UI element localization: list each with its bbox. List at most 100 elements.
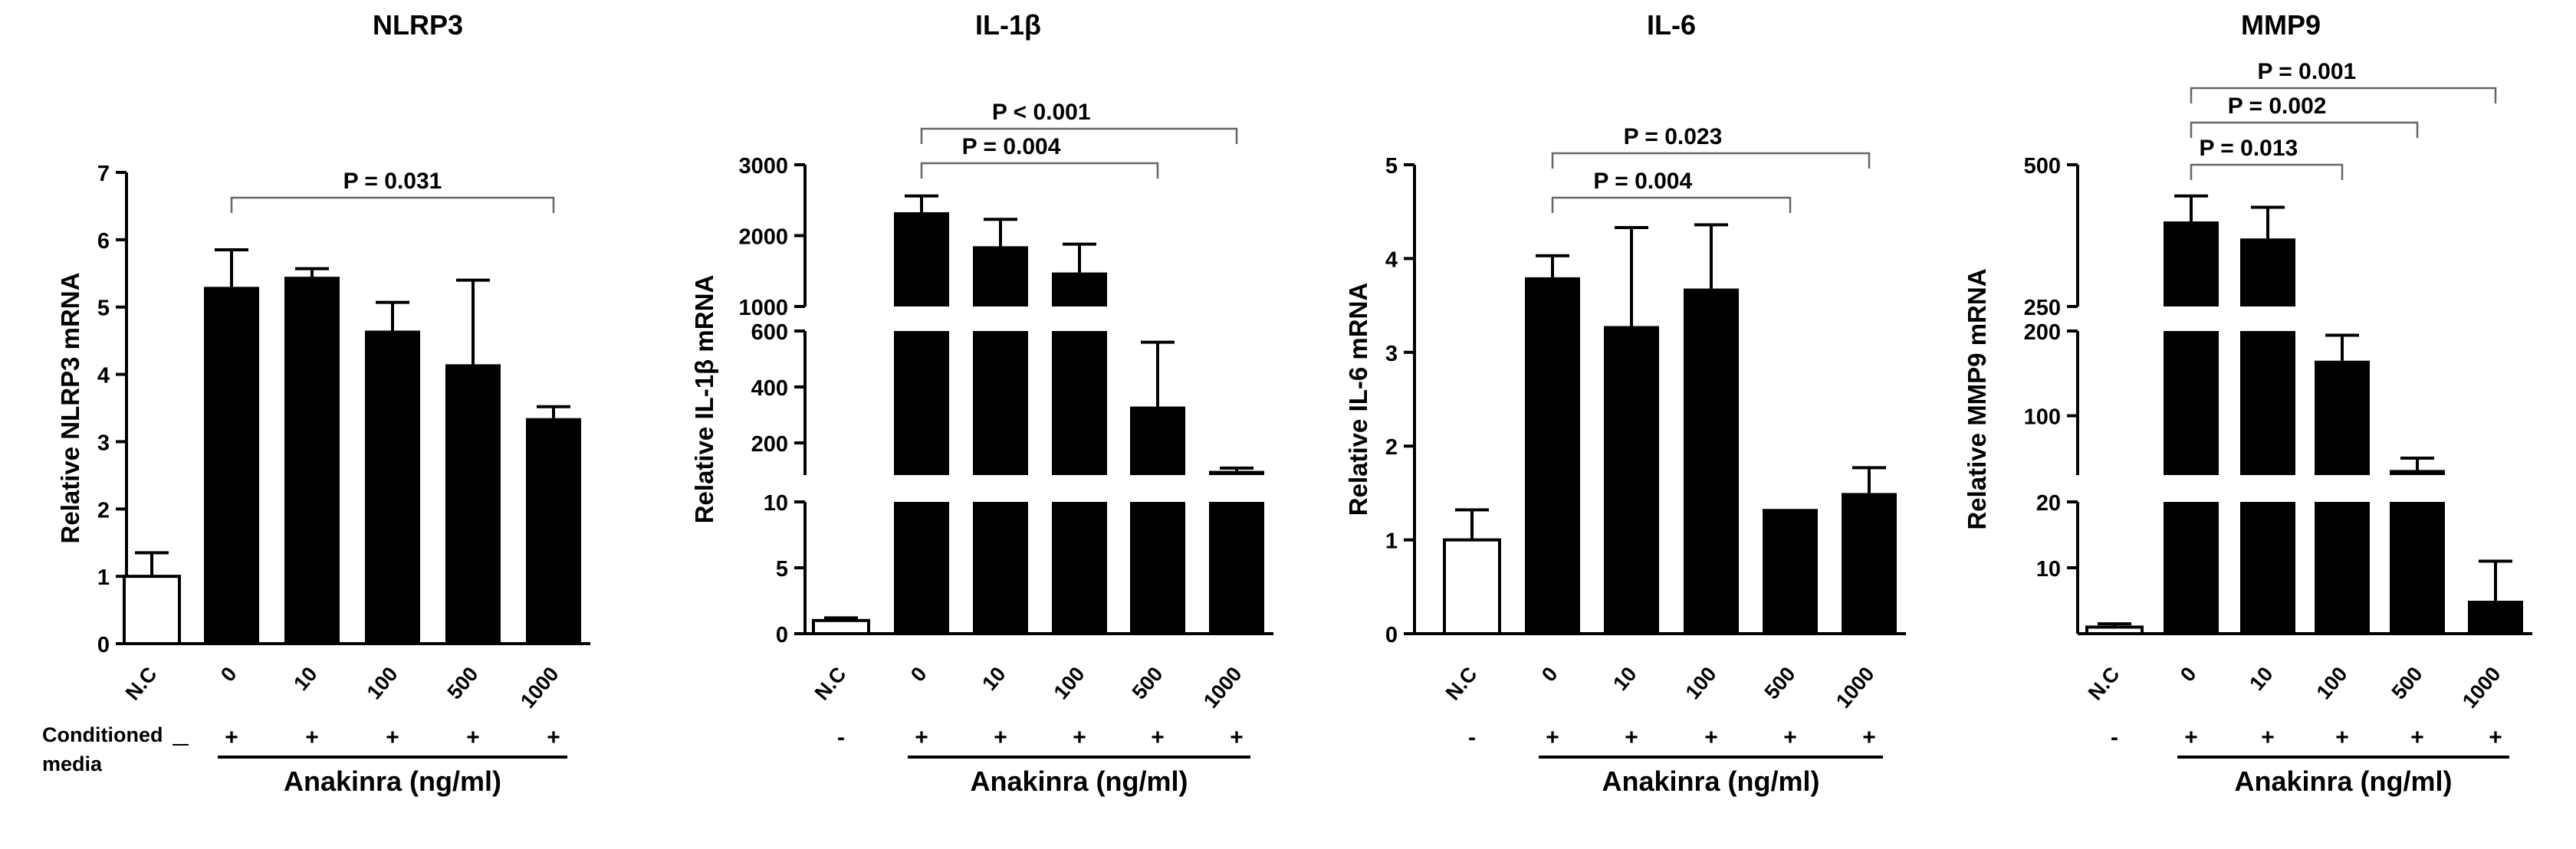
condition-sign: + [2410, 725, 2424, 750]
y-tick-label: 0 [97, 633, 110, 657]
x-tick-label: 0 [216, 663, 242, 687]
significance-bracket [920, 127, 1238, 144]
error-bar [2479, 559, 2512, 601]
y-tick-label: 7 [97, 162, 110, 186]
significance-bracket [230, 196, 555, 213]
bar [123, 575, 181, 646]
bar [973, 502, 1028, 634]
y-axis-label: Relative IL-1β mRNA [690, 275, 718, 524]
bar [2390, 502, 2445, 634]
condition-sign: + [1546, 725, 1559, 750]
condition-sign: + [1230, 725, 1244, 750]
bar [2468, 601, 2523, 634]
bar [2240, 331, 2295, 475]
x-tick-label: 1000 [1832, 663, 1879, 713]
condition-sign: + [2184, 725, 2198, 750]
condition-sign: + [1862, 725, 1876, 750]
bar [2390, 470, 2445, 475]
p-value-label: P = 0.031 [343, 169, 442, 194]
bar [1443, 538, 1501, 635]
y-tick-label: 0 [776, 623, 788, 647]
y-tick-label: 3000 [738, 154, 788, 179]
y-tick-label: 500 [2024, 154, 2061, 179]
condition-sign: - [837, 725, 845, 750]
y-tick-label: 20 [2036, 491, 2061, 516]
chart-0: NLRP3 0 1 2 3 4 5 6 7 Relative NLRP3 mRNA N.C 0 +10 +… [42, 9, 590, 797]
x-tick-label: 10 [1608, 663, 1641, 695]
condition-sign: + [915, 725, 928, 750]
y-tick-label: 5 [1385, 154, 1398, 179]
condition-sign: + [2489, 725, 2502, 750]
condition-sign: + [1151, 725, 1165, 750]
error-bar [2098, 622, 2131, 628]
y-tick-label: 4 [97, 364, 110, 388]
x-tick-label: 1000 [1199, 663, 1247, 713]
x-tick-label: 500 [2387, 663, 2427, 704]
condition-sign: + [305, 725, 319, 750]
x-tick-label: 100 [363, 663, 402, 704]
significance-bracket [920, 162, 1159, 179]
x-axis-label: Anakinra (ng/ml) [284, 765, 501, 797]
significance-bracket [2190, 87, 2497, 103]
chart-title: MMP9 [2241, 9, 2321, 41]
y-tick-label: 2000 [738, 225, 788, 250]
y-tick-label: 1 [1385, 529, 1398, 554]
error-bar [1220, 466, 1254, 471]
x-tick-label: 0 [906, 663, 932, 687]
y-axis-label: Relative NLRP3 mRNA [56, 273, 84, 544]
y-tick-label: 2 [1385, 435, 1398, 460]
y-axis-label: Relative IL-6 mRNA [1344, 283, 1372, 516]
bar [445, 364, 501, 644]
x-tick-label: 10 [289, 663, 321, 695]
bar [1842, 493, 1897, 634]
bar [2085, 625, 2144, 636]
condition-sign: - [1468, 725, 1476, 750]
error-bar [295, 267, 329, 277]
bar [1052, 502, 1107, 634]
condition-sign: + [386, 725, 399, 750]
bar [2315, 502, 2370, 634]
bar [526, 418, 581, 644]
bar [1209, 470, 1264, 475]
condition-sign: + [994, 725, 1007, 750]
x-axis-label: Anakinra (ng/ml) [2234, 765, 2452, 797]
x-axis-label: Anakinra (ng/ml) [970, 765, 1188, 797]
bar [1130, 502, 1185, 634]
error-bar [984, 218, 1017, 247]
error-bar [1141, 340, 1175, 407]
bar [1130, 406, 1185, 475]
y-tick-label: 100 [2024, 405, 2061, 430]
chart-2: IL-6 0 1 2 3 4 5 Relative IL-6 mRNA N.C - 0 +10 +100… [1344, 9, 1906, 797]
y-tick-label: 2 [97, 498, 110, 523]
bar [1525, 277, 1580, 634]
y-axis-label: Relative MMP9 mRNA [1963, 268, 1991, 529]
x-tick-label: 100 [1050, 663, 1089, 704]
x-axis-label: Anakinra (ng/ml) [1602, 765, 1819, 797]
y-tick-label: 1 [97, 565, 110, 590]
error-bar [1615, 226, 1648, 326]
error-bar [1536, 254, 1569, 277]
condition-sign: + [1073, 725, 1086, 750]
condition-sign: + [547, 725, 560, 750]
error-bar [2251, 205, 2285, 239]
error-bar [456, 278, 490, 365]
bar [894, 502, 949, 634]
x-tick-label: 10 [978, 663, 1010, 695]
y-tick-label: 4 [1385, 247, 1398, 272]
y-tick-label: 6 [97, 229, 110, 254]
y-tick-label: 3 [97, 431, 110, 455]
x-tick-label: 1000 [2458, 663, 2505, 713]
x-tick-label: 10 [2245, 663, 2277, 695]
x-tick-label: 0 [2176, 663, 2201, 687]
x-tick-label: 100 [1681, 663, 1721, 704]
x-tick-label: N.C [2084, 663, 2124, 705]
x-tick-label: N.C [121, 663, 162, 705]
significance-bracket [2190, 163, 2344, 180]
condition-row-label-2: media [42, 752, 103, 775]
bar [2164, 221, 2219, 306]
bar [1763, 509, 1818, 634]
chart-title: IL-1β [975, 9, 1041, 41]
error-bar [1694, 223, 1728, 289]
y-tick-label: 400 [751, 376, 788, 401]
